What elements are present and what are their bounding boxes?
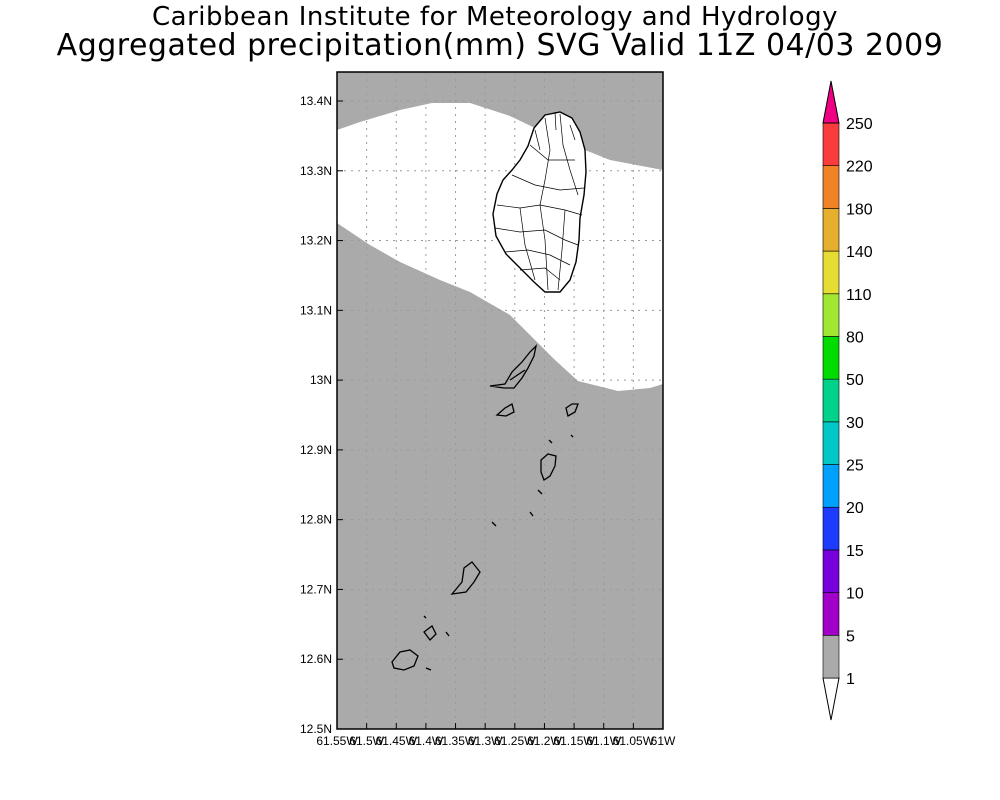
colorbar-label: 1 [846,671,855,688]
lat-tick-label: 12.9N [300,443,332,457]
colorbar-segment [822,165,840,209]
lat-tick-label: 12.5N [300,722,332,736]
colorbar-label: 50 [846,372,864,389]
lon-tick-label: 61.45W [376,734,418,748]
colorbar-segment [822,421,840,465]
lon-tick-label: 61W [651,734,676,748]
lon-tick-label: 61.5W [349,734,384,748]
colorbar-segment [822,250,840,295]
lon-tick-label: 61.35W [435,734,477,748]
lat-tick-label: 13N [310,373,332,387]
colorbar-label: 15 [846,543,864,560]
lon-tick-label: 61.25W [494,734,536,748]
colorbar-label: 140 [846,244,873,261]
colorbar-segment [822,378,840,423]
colorbar-label: 250 [846,116,873,133]
longitude-axis: 61.55W61.5W61.45W61.4W61.35W61.3W61.25W6… [316,723,676,748]
colorbar-bottom-triangle [822,677,840,721]
colorbar-label: 25 [846,458,864,475]
lon-tick-label: 61.3W [468,734,503,748]
island-watersheds [494,111,585,291]
lon-tick-label: 61.05W [613,734,655,748]
lon-tick-label: 61.2W [527,734,562,748]
colorbar-label: 110 [846,287,872,304]
colorbar-segment [822,464,840,508]
lat-tick-label: 12.7N [300,582,332,596]
latitude-axis: 13.4N 13.3N 13.2N 13.1N 13N 12.9N 12.8N 12.7N 12… [300,94,343,736]
colorbar-segment [822,208,840,252]
grenadines-islands [391,344,579,671]
colorbar-label: 80 [846,329,864,346]
lon-tick-label: 61.4W [409,734,444,748]
lon-tick-label: 61.55W [316,734,358,748]
island-st-vincent [492,111,587,293]
colorbar-segment [822,293,840,337]
chart-title: Caribbean Institute for Meteorology and … [152,2,838,32]
lat-tick-label: 13.1N [300,303,332,317]
colorbar-segment [822,122,840,166]
colorbar-label: 5 [846,628,855,645]
colorbar-top-triangle [822,80,840,124]
colorbar-label: 180 [846,201,873,218]
chart-subtitle: Aggregated precipitation(mm) SVG Valid 1… [56,28,944,63]
lat-tick-label: 13.3N [300,164,332,178]
lat-tick-label: 13.2N [300,234,332,248]
colorbar-segment [822,635,840,679]
lon-tick-label: 61.1W [586,734,621,748]
lat-tick-label: 13.4N [300,94,332,108]
colorbar-segment [822,506,840,551]
colorbar-label: 10 [846,586,864,603]
lat-tick-label: 12.8N [300,513,332,527]
colorbar-label: 220 [846,159,873,176]
map-frame [336,71,664,730]
colorbar-segment [822,549,840,593]
colorbar-segment [822,336,840,380]
lat-tick-label: 12.6N [300,652,332,666]
lon-tick-label: 61.15W [553,734,595,748]
colorbar-label: 20 [846,500,864,517]
colorbar-label: 30 [846,415,864,432]
colorbar-segment [822,592,840,636]
